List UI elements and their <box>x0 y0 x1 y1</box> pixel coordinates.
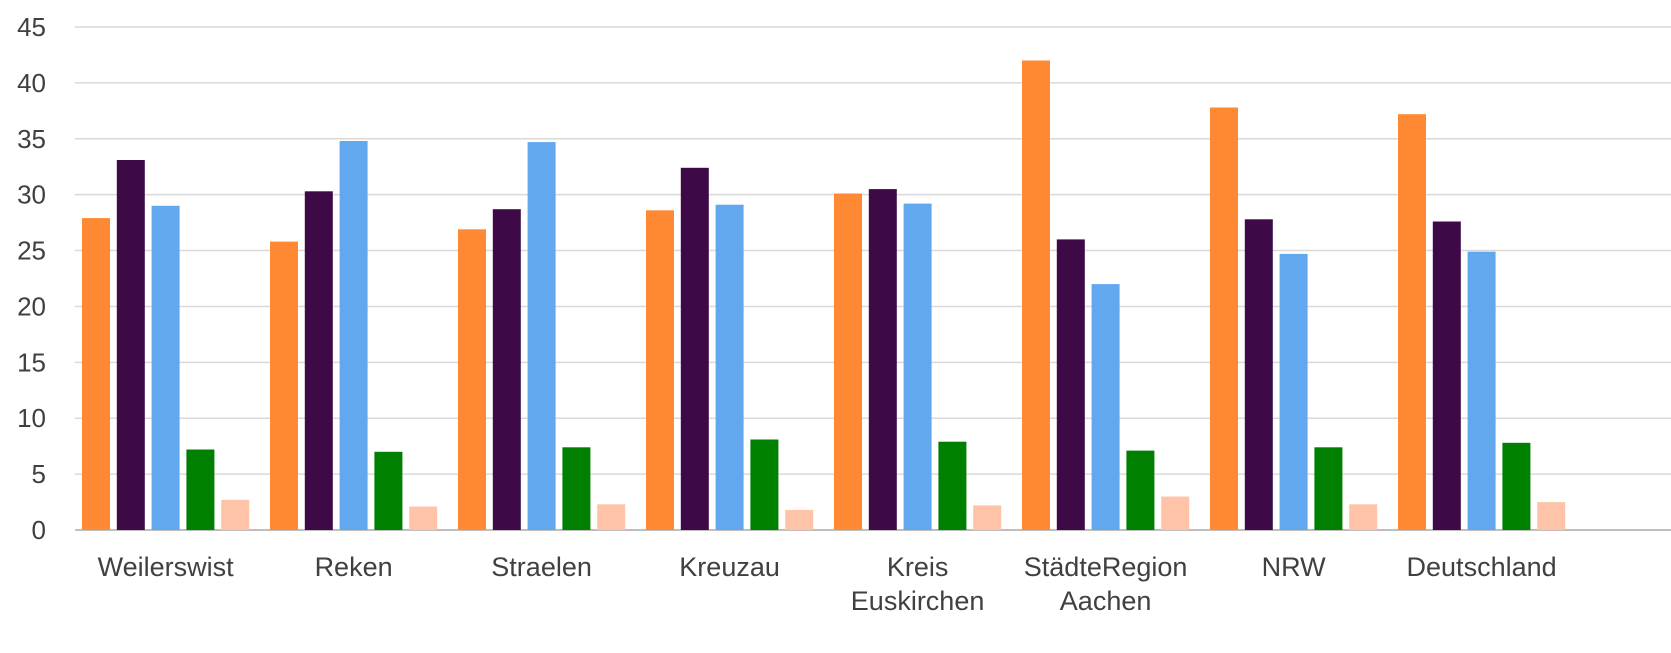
y-tick-label: 35 <box>17 124 46 154</box>
bar <box>1210 107 1238 530</box>
bar <box>973 505 1002 530</box>
y-axis-tick-labels: 0 5 10 15 20 25 30 35 40 45 <box>17 12 46 545</box>
bar <box>1349 504 1378 530</box>
bar <box>221 499 250 530</box>
bar <box>527 142 556 530</box>
bar <box>646 210 674 531</box>
bar <box>785 509 814 530</box>
bar <box>750 439 779 530</box>
bar <box>868 189 897 530</box>
bar <box>270 241 298 530</box>
bar <box>492 209 521 530</box>
y-tick-label: 40 <box>17 68 46 98</box>
bar <box>458 229 486 531</box>
bar <box>680 167 709 531</box>
y-tick-label: 15 <box>17 347 46 377</box>
x-category-label: Kreis Euskirchen <box>851 552 985 616</box>
bar <box>938 441 967 530</box>
bar <box>409 506 438 530</box>
bar <box>1398 114 1426 530</box>
bar <box>1056 239 1085 530</box>
bar <box>1314 447 1343 530</box>
x-category-label: Weilerswist <box>98 552 235 582</box>
bar <box>1502 442 1531 530</box>
x-category-label: Straelen <box>491 552 592 582</box>
y-tick-label: 25 <box>17 236 46 266</box>
bar <box>304 191 333 531</box>
bar <box>562 447 591 530</box>
bar <box>1126 450 1155 530</box>
bar <box>1161 496 1190 530</box>
y-tick-label: 30 <box>17 180 46 210</box>
bar <box>715 204 744 530</box>
y-tick-label: 20 <box>17 291 46 321</box>
x-category-label: Reken <box>315 552 393 582</box>
bar <box>1091 284 1120 530</box>
bars <box>82 60 1566 531</box>
bar <box>1244 219 1273 531</box>
x-category-label: NRW <box>1262 552 1327 582</box>
y-tick-label: 10 <box>17 403 46 433</box>
y-tick-label: 0 <box>32 515 46 545</box>
bar <box>339 141 368 530</box>
bar <box>1432 221 1461 530</box>
bar <box>903 203 932 530</box>
bar <box>82 218 110 530</box>
bar <box>1279 253 1308 530</box>
bar <box>834 193 862 530</box>
bar <box>116 160 145 530</box>
bar <box>1467 251 1496 530</box>
bar <box>597 504 626 530</box>
bar <box>374 451 403 530</box>
bar <box>1022 60 1050 530</box>
bar <box>1537 502 1566 530</box>
y-tick-label: 5 <box>32 459 46 489</box>
x-category-label: StädteRegion Aachen <box>1024 552 1188 616</box>
x-axis-category-labels: Weilerswist Reken Straelen Kreuzau Kreis Eusk… <box>98 552 1557 616</box>
x-category-label: Deutschland <box>1407 552 1557 582</box>
x-category-label: Kreuzau <box>679 552 780 582</box>
bar <box>186 449 215 530</box>
bar <box>151 205 180 531</box>
y-tick-label: 45 <box>17 12 46 42</box>
